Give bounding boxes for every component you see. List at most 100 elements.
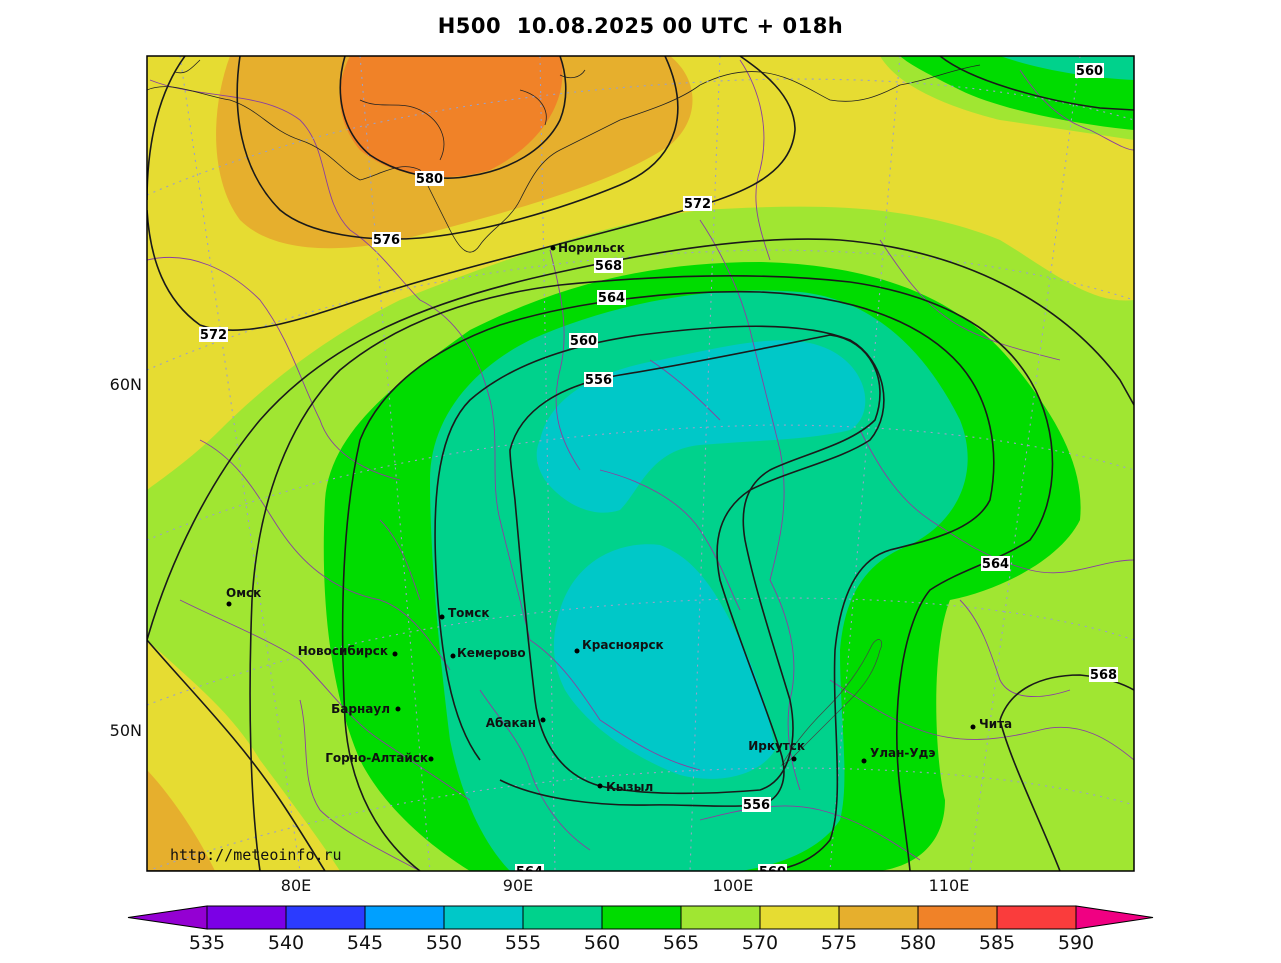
contour-label: 564 — [515, 864, 544, 880]
colorbar-swatch — [443, 905, 524, 930]
field-555-south — [553, 544, 775, 779]
contour-564 — [249, 275, 1054, 871]
lat-label: 50N — [110, 721, 142, 740]
contour-560 — [341, 290, 995, 871]
contour-label-text: 568 — [595, 259, 622, 274]
lake-baikal — [781, 639, 883, 766]
contour-label-text: 564 — [598, 291, 625, 306]
contour-label-text: 568 — [1090, 668, 1117, 683]
contour-label: 576 — [372, 232, 401, 248]
contour-label-text: 560 — [570, 334, 597, 349]
colorbar-tick-label: 565 — [663, 932, 699, 954]
field-555-north — [536, 340, 866, 513]
coastline — [147, 59, 981, 253]
contour-label: 560 — [758, 864, 787, 880]
city-kemerovo: Кемерово — [450, 646, 526, 660]
colorbar-swatch — [917, 905, 998, 930]
contour-label: 564 — [597, 290, 626, 306]
colorbar-swatch — [206, 905, 287, 930]
colorbar-swatch — [522, 905, 603, 930]
contour-label: 564 — [981, 556, 1010, 572]
contour-572-north — [147, 56, 796, 331]
colorbar-tick-label: 550 — [426, 932, 462, 954]
colorbar-swatch — [996, 905, 1077, 930]
city-ulan-ude: Улан-Удэ — [861, 746, 935, 764]
city-norilsk: Норильск — [550, 241, 625, 255]
lon-label: 80E — [281, 876, 311, 895]
colorbar-swatch — [364, 905, 445, 930]
city-omsk: Омск — [226, 586, 261, 607]
contour-label: 568 — [594, 258, 623, 274]
contour-580 — [339, 56, 567, 179]
city-tomsk: Томск — [439, 606, 490, 620]
contour-label-text: 556 — [585, 373, 612, 388]
contour-label-text: 572 — [200, 328, 227, 343]
city-label: Томск — [448, 606, 490, 620]
contour-label: 580 — [415, 171, 444, 187]
axis-labels: 60N 50N 80E 90E 100E 110E — [110, 375, 970, 895]
city-label: Кызыл — [606, 780, 653, 794]
colorbar-tick-label: 540 — [268, 932, 304, 954]
contour-label: 572 — [683, 196, 712, 212]
city-kyzyl: Кызыл — [597, 780, 653, 794]
colorbar-swatch — [285, 905, 366, 930]
contour-568 — [147, 238, 1134, 871]
field-580-corner — [147, 770, 215, 871]
watermark-url: http://meteoinfo.ru — [170, 846, 342, 864]
contour-label: 572 — [199, 327, 228, 343]
colorbar-tick-label: 585 — [979, 932, 1015, 954]
colorbar-tick-label: 555 — [505, 932, 541, 954]
contour-568-east2 — [999, 719, 1061, 871]
contour-label: 560 — [1075, 63, 1104, 79]
colorbar-swatch — [601, 905, 682, 930]
lon-label: 100E — [713, 876, 754, 895]
city-krasnoyarsk: Красноярск — [574, 638, 664, 654]
contour-label-text: 560 — [1076, 64, 1103, 79]
lat-label: 60N — [110, 375, 142, 394]
contour-label: 556 — [584, 372, 613, 388]
colorbar-tick-label: 535 — [189, 932, 225, 954]
colorbar-tick-label: 560 — [584, 932, 620, 954]
contour-label-text: 564 — [516, 865, 543, 880]
colorbar: 535 540 545 550 555 560 565 570 575 580 585 590 — [127, 905, 1154, 954]
city-label: Красноярск — [582, 638, 664, 652]
contour-556-inner — [509, 334, 881, 795]
height-field — [147, 56, 1134, 871]
lon-label: 110E — [929, 876, 970, 895]
colorbar-tick-label: 575 — [821, 932, 857, 954]
contour-label-text: 560 — [759, 865, 786, 880]
contour-568-east — [999, 674, 1134, 721]
city-label: Новосибирск — [298, 644, 388, 658]
city-label: Чита — [979, 717, 1012, 731]
contour-label-text: 576 — [373, 233, 400, 248]
contour-labels: 580 576 572 568 564 560 556 572 560 564 … — [199, 63, 1118, 880]
city-label: Кемерово — [457, 646, 526, 660]
city-label: Барнаул — [331, 702, 390, 716]
colorbar-swatch — [759, 905, 840, 930]
contour-label-text: 556 — [743, 798, 770, 813]
colorbar-tick-label: 580 — [900, 932, 936, 954]
colorbar-tick-label: 545 — [347, 932, 383, 954]
height-contours — [147, 56, 1134, 871]
field-585 — [339, 56, 563, 178]
colorbar-tick-label: 570 — [742, 932, 778, 954]
colorbar-swatch — [838, 905, 919, 930]
contour-label: 556 — [742, 797, 771, 813]
contour-560-east — [939, 56, 1134, 111]
city-label: Горно-Алтайск — [325, 751, 428, 765]
city-gorno-altaysk: Горно-Алтайск — [325, 751, 434, 765]
city-barnaul: Барнаул — [331, 702, 401, 716]
city-label: Иркутск — [748, 739, 805, 753]
city-label: Омск — [226, 586, 261, 600]
city-irkutsk: Иркутск — [748, 739, 805, 762]
contour-label-text: 564 — [982, 557, 1009, 572]
city-chita: Чита — [970, 717, 1012, 731]
field-575-southwest — [147, 640, 340, 871]
lon-label: 90E — [503, 876, 533, 895]
colorbar-swatch — [680, 905, 761, 930]
colorbar-extend-low — [127, 905, 208, 930]
contour-label-text: 580 — [416, 172, 443, 187]
city-label: Норильск — [558, 241, 625, 255]
contour-label-text: 572 — [684, 197, 711, 212]
